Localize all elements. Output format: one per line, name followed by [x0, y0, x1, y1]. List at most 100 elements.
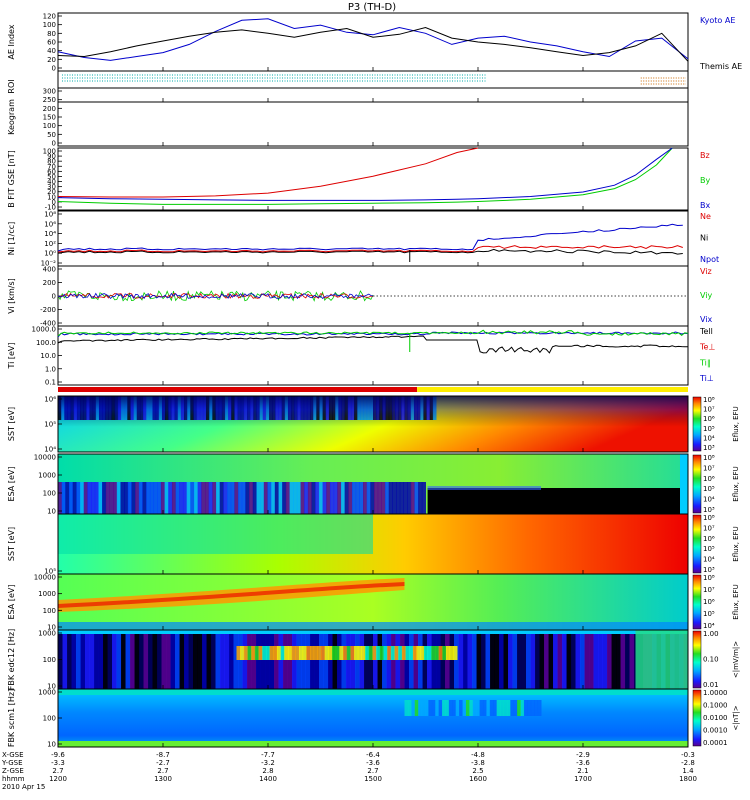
fbk-edc-stripe — [313, 646, 318, 660]
fbk-edc-stripe — [530, 630, 536, 689]
esa-ion-stripe — [381, 482, 386, 514]
vi-trace — [57, 292, 374, 300]
esa-ion-edge — [427, 486, 541, 490]
fbk-scm-stripe — [517, 700, 522, 716]
colorbar-label: Eflux, EFU — [732, 466, 740, 501]
fbk-edc-stripe — [416, 646, 421, 660]
fbk-scm-stripe — [452, 700, 457, 716]
y-tick-label: 1.0 — [45, 365, 56, 373]
fbk-edc-stripe — [328, 646, 333, 660]
y-tick-label: 10.0 — [40, 352, 56, 360]
y-axis-label: FBK edc12 [Hz] — [7, 629, 16, 690]
fbk-edc-stripe — [229, 630, 234, 689]
fbk-edc-stripe — [157, 630, 162, 689]
fbk-edc-stripe — [521, 630, 527, 689]
fbk-edc-stripe — [269, 646, 274, 660]
fbk-edc-stripe — [467, 630, 473, 689]
footer-value: 1700 — [574, 775, 592, 783]
footer-row-label: Y-GSE — [1, 759, 23, 767]
esa-ion-stripe — [65, 482, 70, 514]
fbk-edc-stripe — [490, 630, 495, 689]
fbk-edc-stripe — [376, 646, 381, 660]
fbk-scm-stripe — [527, 700, 532, 716]
fbk-edc-stripe — [116, 630, 122, 689]
y-tick-label: 400 — [43, 266, 56, 274]
fbk-edc-stripe — [170, 630, 176, 689]
esa-ion-stripe — [249, 482, 254, 514]
y-tick-label: 20 — [47, 188, 56, 196]
esa-ion-stripe — [300, 482, 305, 514]
esa-ion-stripe — [326, 482, 331, 514]
footer-value: 1600 — [469, 775, 487, 783]
fbk-scm-stripe — [510, 700, 515, 716]
footer-value: -3.3 — [51, 759, 65, 767]
fbk-edc-stripe — [343, 646, 348, 660]
fbk-edc-stripe — [607, 630, 612, 689]
legend-entry: Ti∥ — [699, 358, 711, 367]
fbk-edc-stripe — [243, 646, 249, 660]
esa-ion-stripe — [135, 482, 140, 514]
colorbar-tick-label: 10⁶ — [703, 535, 715, 543]
legend-entry: Themis AE — [699, 62, 742, 71]
y-tick-label: 60 — [47, 168, 56, 176]
fbk-edc-stripe — [616, 630, 621, 689]
fbk-edc-stripe — [453, 646, 458, 660]
esa-ion-stripe — [94, 482, 99, 514]
fbk-edc-stripe — [548, 630, 554, 689]
fbk-scm-stripe — [435, 700, 440, 716]
esa-ion-stripe — [83, 482, 88, 514]
legend-entry: Ne — [700, 212, 711, 221]
colorbar-tick-label: 0.10 — [703, 656, 719, 664]
y-tick-label: 1000.0 — [32, 326, 57, 334]
colorbar-tick-label: 10³ — [703, 444, 715, 452]
legend-entry: Tell — [699, 327, 713, 336]
esa-ion-stripe — [333, 482, 338, 514]
fbk-edc-stripe — [89, 630, 95, 689]
esa-ion-stripe — [109, 482, 114, 514]
colorbar-tick-label: 10⁵ — [703, 425, 715, 433]
colorbar-tick-label: 10⁵ — [703, 485, 715, 493]
fbk-edc-stripe — [481, 630, 486, 689]
footer-value: 1800 — [679, 775, 697, 783]
esa-ion-stripe — [418, 482, 423, 514]
fbk-edc-stripe — [512, 630, 518, 689]
esa-ion-stripe — [399, 482, 404, 514]
mode-bar — [58, 387, 418, 392]
fbk-edc-stripe — [365, 646, 370, 660]
y-tick-label: 100 — [43, 490, 56, 498]
esa-ion-stripe — [186, 482, 191, 514]
fbk-edc-stripe — [405, 646, 410, 660]
y-tick-label: 10 — [47, 508, 56, 516]
y-tick-label: 90 — [47, 153, 56, 161]
esa-ion-stripe — [131, 482, 136, 514]
fbk-edc-stripe — [535, 630, 540, 689]
fbk-edc-stripe — [503, 630, 509, 689]
fbk-edc-late — [635, 630, 688, 689]
esa-ion-stripe — [282, 482, 287, 514]
footer-value: -3.2 — [261, 759, 275, 767]
colorbar-tick-label: 10⁴ — [703, 496, 715, 504]
colorbar-label: Eflux, EFU — [732, 584, 740, 619]
y-tick-label: 70 — [47, 163, 56, 171]
fbk-edc-stripe — [575, 630, 581, 689]
fbk-edc-stripe — [357, 646, 362, 660]
esa-ion-stripe — [377, 482, 382, 514]
esa-ion-stripe — [278, 482, 283, 514]
fbk-scm-stripe — [448, 700, 453, 716]
esa-ion-stripe — [227, 482, 232, 514]
fbk-edc-stripe — [298, 646, 304, 660]
colorbar-tick-label: 10⁴ — [703, 622, 715, 630]
colorbar-tick-label: 10⁷ — [703, 464, 715, 472]
esa-ion-stripe — [260, 482, 265, 514]
esa-ion-stripe — [337, 482, 342, 514]
footer-row-label: hhmm — [2, 775, 25, 783]
fbk-edc-stripe — [553, 630, 558, 689]
esa-ion-stripe — [370, 482, 375, 514]
esa-ion-stripe — [223, 482, 228, 514]
y-tick-label: 1000 — [38, 472, 56, 480]
ti-par-trace — [57, 329, 689, 337]
esa-ion-stripe — [289, 482, 294, 514]
fbk-edc-stripe — [508, 630, 513, 689]
fbk-edc-stripe — [240, 646, 245, 660]
panel-frame — [57, 325, 689, 386]
